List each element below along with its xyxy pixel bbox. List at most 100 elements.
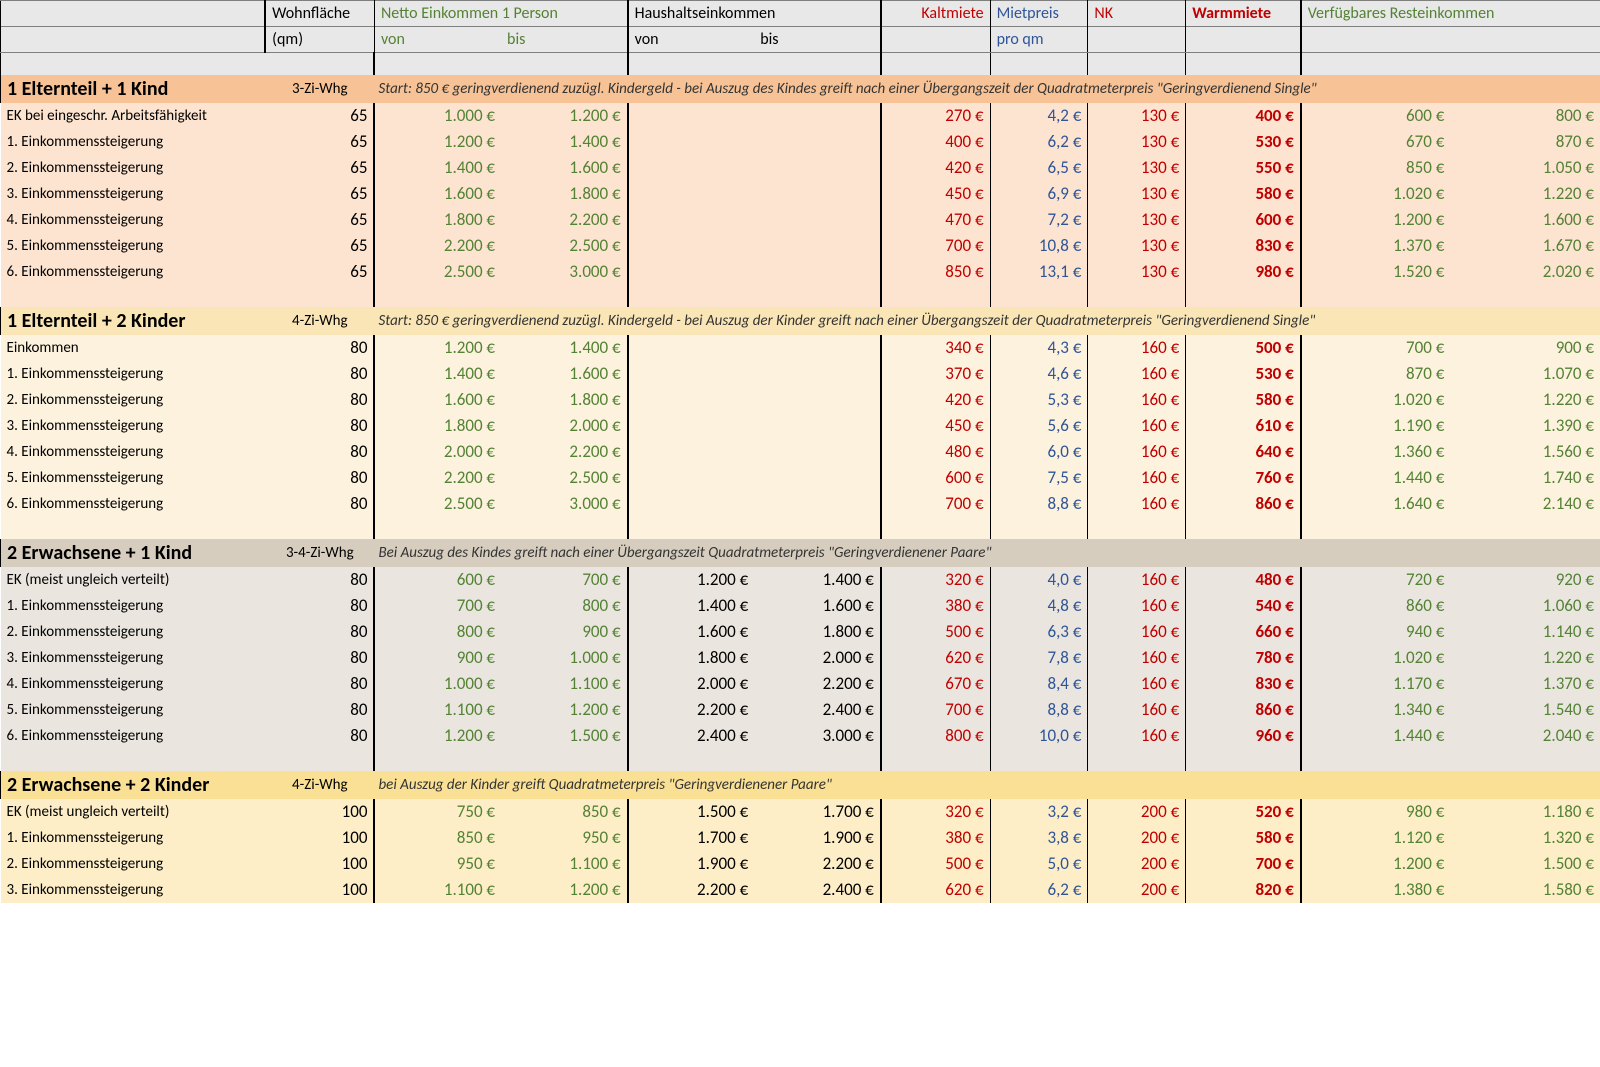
cell-rest-von: 1.380 € bbox=[1301, 877, 1451, 903]
cell-kalt: 380 € bbox=[881, 593, 990, 619]
table-row: 1. Einkommenssteigerung80700 €800 €1.400… bbox=[1, 593, 1600, 619]
cell-wohn: 80 bbox=[265, 439, 374, 465]
table-row: 2. Einkommenssteigerung80800 €900 €1.600… bbox=[1, 619, 1600, 645]
cell-hh-bis bbox=[754, 259, 881, 285]
cell-net-bis: 1.200 € bbox=[501, 877, 628, 903]
cell-rest-bis: 800 € bbox=[1450, 103, 1600, 129]
cell-hh-von bbox=[628, 129, 755, 155]
cell-kalt: 700 € bbox=[881, 233, 990, 259]
hdr-rest: Verfügbares Resteinkommen bbox=[1301, 1, 1600, 27]
cell-nk: 160 € bbox=[1088, 645, 1186, 671]
cell-net-bis: 900 € bbox=[501, 619, 628, 645]
cell-hh-von: 1.600 € bbox=[628, 619, 755, 645]
cell-net-bis: 2.000 € bbox=[501, 413, 628, 439]
cell-mpqm: 8,8 € bbox=[990, 491, 1088, 517]
cell-net-von: 800 € bbox=[374, 619, 501, 645]
cell-rest-bis: 1.500 € bbox=[1450, 851, 1600, 877]
row-label: Einkommen bbox=[1, 335, 266, 361]
section-desc: bei Auszug der Kinder greift Quadratmete… bbox=[374, 771, 1600, 799]
cell-hh-bis bbox=[754, 361, 881, 387]
cell-rest-bis: 1.220 € bbox=[1450, 387, 1600, 413]
row-label: 5. Einkommenssteigerung bbox=[1, 697, 266, 723]
row-label: EK (meist ungleich verteilt) bbox=[1, 567, 266, 593]
section-desc: Bei Auszug des Kindes greift nach einer … bbox=[374, 539, 1600, 567]
cell-mpqm: 10,0 € bbox=[990, 723, 1088, 749]
section-title: 2 Erwachsene + 1 Kind bbox=[1, 539, 266, 567]
row-label: 1. Einkommenssteigerung bbox=[1, 361, 266, 387]
cell-mpqm: 10,8 € bbox=[990, 233, 1088, 259]
cell-rest-bis: 2.020 € bbox=[1450, 259, 1600, 285]
cell-nk: 160 € bbox=[1088, 465, 1186, 491]
cell-rest-bis: 1.050 € bbox=[1450, 155, 1600, 181]
table-row: 5. Einkommenssteigerung801.100 €1.200 €2… bbox=[1, 697, 1600, 723]
cell-warm: 400 € bbox=[1186, 103, 1301, 129]
cell-mpqm: 13,1 € bbox=[990, 259, 1088, 285]
cell-hh-von bbox=[628, 259, 755, 285]
table-row: 5. Einkommenssteigerung652.200 €2.500 €7… bbox=[1, 233, 1600, 259]
hdr-wohn2: (qm) bbox=[265, 27, 374, 53]
cell-kalt: 420 € bbox=[881, 155, 990, 181]
hdr-hh-bis: bis bbox=[754, 27, 881, 53]
cell-nk: 160 € bbox=[1088, 723, 1186, 749]
cell-wohn: 80 bbox=[265, 465, 374, 491]
cell-net-bis: 700 € bbox=[501, 567, 628, 593]
cell-mpqm: 7,5 € bbox=[990, 465, 1088, 491]
cell-rest-von: 1.020 € bbox=[1301, 387, 1451, 413]
cell-nk: 160 € bbox=[1088, 491, 1186, 517]
cell-hh-bis: 2.400 € bbox=[754, 697, 881, 723]
cell-hh-von: 1.800 € bbox=[628, 645, 755, 671]
cell-rest-von: 600 € bbox=[1301, 103, 1451, 129]
cell-net-von: 950 € bbox=[374, 851, 501, 877]
table-row: 2. Einkommenssteigerung100950 €1.100 €1.… bbox=[1, 851, 1600, 877]
table-row: EK (meist ungleich verteilt)100750 €850 … bbox=[1, 799, 1600, 825]
cell-wohn: 100 bbox=[265, 799, 374, 825]
cell-net-von: 1.200 € bbox=[374, 335, 501, 361]
cell-mpqm: 4,6 € bbox=[990, 361, 1088, 387]
section-title: 1 Elternteil + 2 Kinder bbox=[1, 307, 266, 335]
cell-warm: 580 € bbox=[1186, 825, 1301, 851]
cell-kalt: 480 € bbox=[881, 439, 990, 465]
hdr-wohn: Wohnfläche bbox=[265, 1, 374, 27]
cell-hh-bis: 2.400 € bbox=[754, 877, 881, 903]
cell-nk: 160 € bbox=[1088, 361, 1186, 387]
cell-hh-bis bbox=[754, 335, 881, 361]
cell-kalt: 420 € bbox=[881, 387, 990, 413]
cell-mpqm: 6,2 € bbox=[990, 129, 1088, 155]
cell-net-von: 850 € bbox=[374, 825, 501, 851]
row-label: 5. Einkommenssteigerung bbox=[1, 465, 266, 491]
section-spacer bbox=[1, 517, 1600, 539]
cell-hh-von bbox=[628, 155, 755, 181]
table-row: 4. Einkommenssteigerung651.800 €2.200 €4… bbox=[1, 207, 1600, 233]
cell-hh-bis: 1.400 € bbox=[754, 567, 881, 593]
cell-hh-bis bbox=[754, 413, 881, 439]
cell-wohn: 80 bbox=[265, 335, 374, 361]
cell-warm: 830 € bbox=[1186, 671, 1301, 697]
cell-wohn: 80 bbox=[265, 387, 374, 413]
cell-wohn: 100 bbox=[265, 877, 374, 903]
cell-mpqm: 6,0 € bbox=[990, 439, 1088, 465]
cell-wohn: 80 bbox=[265, 697, 374, 723]
cell-hh-von bbox=[628, 387, 755, 413]
section-title: 1 Elternteil + 1 Kind bbox=[1, 75, 266, 103]
cell-nk: 160 € bbox=[1088, 413, 1186, 439]
section-desc: Start: 850 € geringverdienend zuzügl. Ki… bbox=[374, 75, 1600, 103]
cell-mpqm: 3,8 € bbox=[990, 825, 1088, 851]
cell-hh-von bbox=[628, 439, 755, 465]
cell-rest-von: 980 € bbox=[1301, 799, 1451, 825]
cell-rest-bis: 1.140 € bbox=[1450, 619, 1600, 645]
cell-mpqm: 4,3 € bbox=[990, 335, 1088, 361]
cell-nk: 130 € bbox=[1088, 103, 1186, 129]
section-header: 1 Elternteil + 2 Kinder4-Zi-WhgStart: 85… bbox=[1, 307, 1600, 335]
row-label: 6. Einkommenssteigerung bbox=[1, 259, 266, 285]
table-row: 6. Einkommenssteigerung802.500 €3.000 €7… bbox=[1, 491, 1600, 517]
cell-rest-bis: 1.220 € bbox=[1450, 645, 1600, 671]
cell-hh-von: 1.700 € bbox=[628, 825, 755, 851]
cell-nk: 200 € bbox=[1088, 799, 1186, 825]
cell-net-bis: 2.500 € bbox=[501, 465, 628, 491]
cell-rest-bis: 1.390 € bbox=[1450, 413, 1600, 439]
cell-net-von: 2.000 € bbox=[374, 439, 501, 465]
cell-rest-von: 940 € bbox=[1301, 619, 1451, 645]
cell-hh-von: 1.200 € bbox=[628, 567, 755, 593]
cell-hh-bis bbox=[754, 181, 881, 207]
row-label: 2. Einkommenssteigerung bbox=[1, 851, 266, 877]
